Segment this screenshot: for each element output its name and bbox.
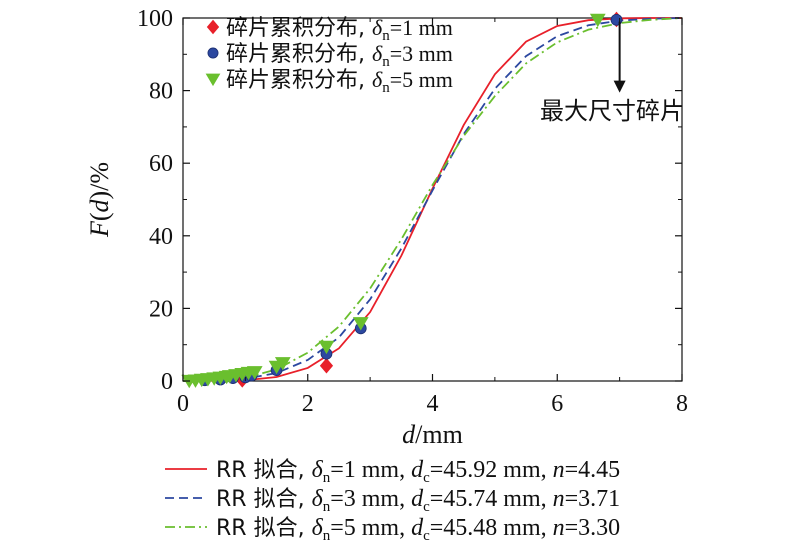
y-tick-label: 0 bbox=[161, 369, 173, 395]
y-tick-label: 100 bbox=[137, 6, 173, 32]
legend-label-prefix: 碎片累积分布, bbox=[226, 42, 372, 67]
data-point-series-3 bbox=[246, 366, 263, 380]
fit-label-prefix: RR 拟合, bbox=[216, 458, 312, 483]
legend-marker-3 bbox=[205, 73, 221, 87]
y-axis-label-d: d bbox=[85, 198, 114, 212]
fit-label-d-sub: c bbox=[423, 499, 430, 515]
legend-label-value: =3 mm bbox=[390, 41, 453, 66]
legend-label-prefix: 碎片累积分布, bbox=[226, 68, 372, 93]
fit-label-delta-sub: n bbox=[323, 528, 331, 544]
y-axis-label-unit: )/% bbox=[85, 162, 114, 200]
y-tick-label: 40 bbox=[149, 224, 173, 250]
fit-line-1 bbox=[182, 17, 682, 382]
x-tick-label: 8 bbox=[676, 391, 688, 417]
legend-label-subscript: n bbox=[382, 54, 390, 70]
fit-legend-label-3: RR 拟合, δn=5 mm, dc=45.48 mm, n=3.30 bbox=[216, 515, 620, 544]
y-axis-label-paren: ( bbox=[85, 212, 114, 221]
fit-label-delta-sub: n bbox=[323, 499, 331, 515]
fit-label-prefix: RR 拟合, bbox=[216, 516, 312, 541]
y-tick-label: 60 bbox=[149, 151, 173, 177]
annotation-arrow-head bbox=[613, 80, 626, 93]
annotation-label: 最大尺寸碎片 bbox=[540, 97, 684, 125]
data-point-series-3 bbox=[318, 340, 335, 355]
fit-label-delta: δ bbox=[312, 515, 324, 541]
fit-line-3 bbox=[182, 17, 683, 382]
x-tick-label: 0 bbox=[177, 391, 189, 417]
x-axis-label: d/mm bbox=[402, 420, 463, 449]
fit-label-n-value: =3.30 bbox=[565, 515, 621, 541]
legend-label-symbol: δ bbox=[372, 41, 383, 66]
fit-lines bbox=[182, 17, 683, 382]
data-point-series-3 bbox=[589, 13, 606, 28]
legend-label-1: 碎片累积分布, δn=1 mm bbox=[226, 15, 453, 44]
data-point-series-1 bbox=[319, 357, 334, 374]
fit-legend-label-1: RR 拟合, δn=1 mm, dc=45.92 mm, n=4.45 bbox=[216, 457, 620, 486]
legend-label-3: 碎片累积分布, δn=5 mm bbox=[226, 67, 453, 96]
fit-line-2 bbox=[182, 17, 683, 382]
data-point-series-3 bbox=[352, 317, 369, 331]
fit-label-d-value: =45.48 mm, bbox=[430, 515, 553, 541]
fit-label-n-value: =3.71 bbox=[565, 486, 621, 512]
y-axis-label: F(d)/% bbox=[85, 162, 114, 238]
fit-label-d-sub: c bbox=[423, 528, 430, 544]
fit-label-delta-value: =3 mm, bbox=[330, 486, 411, 512]
fit-label-delta: δ bbox=[312, 457, 324, 483]
fit-legend-label-2: RR 拟合, δn=3 mm, dc=45.74 mm, n=3.71 bbox=[216, 486, 620, 515]
x-axis-label-unit: /mm bbox=[415, 420, 463, 449]
scatter-points bbox=[181, 11, 624, 389]
legend-label-prefix: 碎片累积分布, bbox=[226, 16, 372, 41]
fit-label-d-value: =45.74 mm, bbox=[430, 486, 553, 512]
legend-label-2: 碎片累积分布, δn=3 mm bbox=[226, 41, 453, 70]
legend-label-value: =1 mm bbox=[390, 15, 453, 40]
y-axis-label-F: F bbox=[85, 220, 114, 238]
fit-label-n: n bbox=[553, 457, 565, 483]
x-axis-label-symbol: d bbox=[402, 420, 416, 449]
fit-label-d: d bbox=[411, 457, 424, 483]
annotation: 最大尺寸碎片 bbox=[540, 21, 684, 125]
legend-label-symbol: δ bbox=[372, 67, 383, 92]
fit-label-d-value: =45.92 mm, bbox=[430, 457, 553, 483]
y-tick-label: 20 bbox=[149, 296, 173, 322]
x-tick-label: 2 bbox=[302, 391, 314, 417]
fit-label-d: d bbox=[411, 486, 424, 512]
legend-label-symbol: δ bbox=[372, 15, 383, 40]
fit-label-n: n bbox=[553, 515, 565, 541]
fit-label-delta-value: =5 mm, bbox=[330, 515, 411, 541]
fit-label-d: d bbox=[411, 515, 424, 541]
legend-label-subscript: n bbox=[382, 28, 390, 44]
fit-label-delta: δ bbox=[312, 486, 324, 512]
data-point-series-3 bbox=[274, 357, 291, 371]
x-tick-label: 4 bbox=[427, 391, 439, 417]
y-tick-label: 80 bbox=[149, 79, 173, 105]
fit-label-n-value: =4.45 bbox=[565, 457, 621, 483]
x-tick-label: 6 bbox=[551, 391, 563, 417]
fit-label-d-sub: c bbox=[423, 470, 430, 486]
fit-label-delta-sub: n bbox=[323, 470, 331, 486]
legend-marker-2 bbox=[207, 47, 219, 59]
fit-label-prefix: RR 拟合, bbox=[216, 487, 312, 512]
legend-marker-1 bbox=[206, 19, 220, 35]
fit-label-n: n bbox=[553, 486, 565, 512]
legend-label-value: =5 mm bbox=[390, 67, 453, 92]
fit-label-delta-value: =1 mm, bbox=[330, 457, 411, 483]
legend-label-subscript: n bbox=[382, 80, 390, 96]
